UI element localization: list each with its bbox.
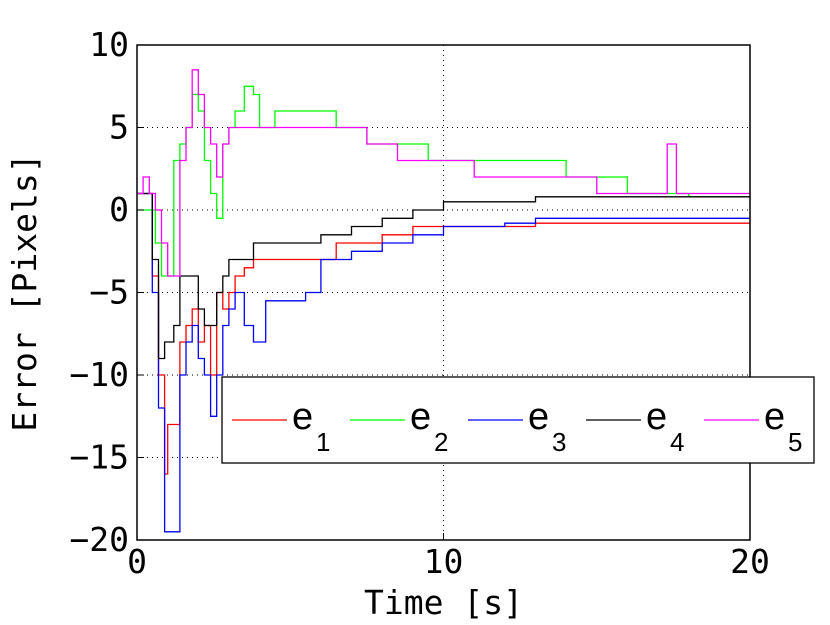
series-line-e3 bbox=[137, 192, 750, 533]
axis-ticks: 0 10 20 −20 −15 −10 −5 0 5 10 bbox=[69, 25, 769, 581]
series-line-e4 bbox=[137, 192, 750, 360]
legend-subscript-e5: 5 bbox=[788, 427, 802, 457]
legend-subscript-e3: 3 bbox=[552, 427, 566, 457]
y-axis-label: Error [Pixels] bbox=[5, 153, 44, 431]
x-tick-label: 0 bbox=[127, 542, 147, 581]
legend-subscript-e4: 4 bbox=[670, 427, 684, 457]
series-line-e5 bbox=[137, 69, 750, 277]
y-tick-label: −10 bbox=[69, 355, 129, 394]
legend-label-e1: e bbox=[292, 396, 313, 438]
y-tick-label: −15 bbox=[69, 438, 129, 477]
y-tick-label: 0 bbox=[109, 190, 129, 229]
x-tick-label: 20 bbox=[730, 542, 770, 581]
y-tick-label: −5 bbox=[89, 273, 129, 312]
series-line-e2 bbox=[137, 85, 750, 277]
legend-subscript-e2: 2 bbox=[434, 427, 448, 457]
y-tick-label: 5 bbox=[109, 108, 129, 147]
legend-label-e4: e bbox=[646, 396, 667, 438]
legend-label-e2: e bbox=[410, 396, 431, 438]
x-tick-label: 10 bbox=[424, 542, 464, 581]
legend-subscript-e1: 1 bbox=[316, 427, 330, 457]
y-tick-label: 10 bbox=[89, 25, 129, 64]
series-lines bbox=[137, 69, 750, 533]
x-axis-label: Time [s] bbox=[364, 583, 523, 622]
legend-label-e5: e bbox=[764, 396, 785, 438]
legend-label-e3: e bbox=[528, 396, 549, 438]
y-tick-label: −20 bbox=[69, 520, 129, 559]
